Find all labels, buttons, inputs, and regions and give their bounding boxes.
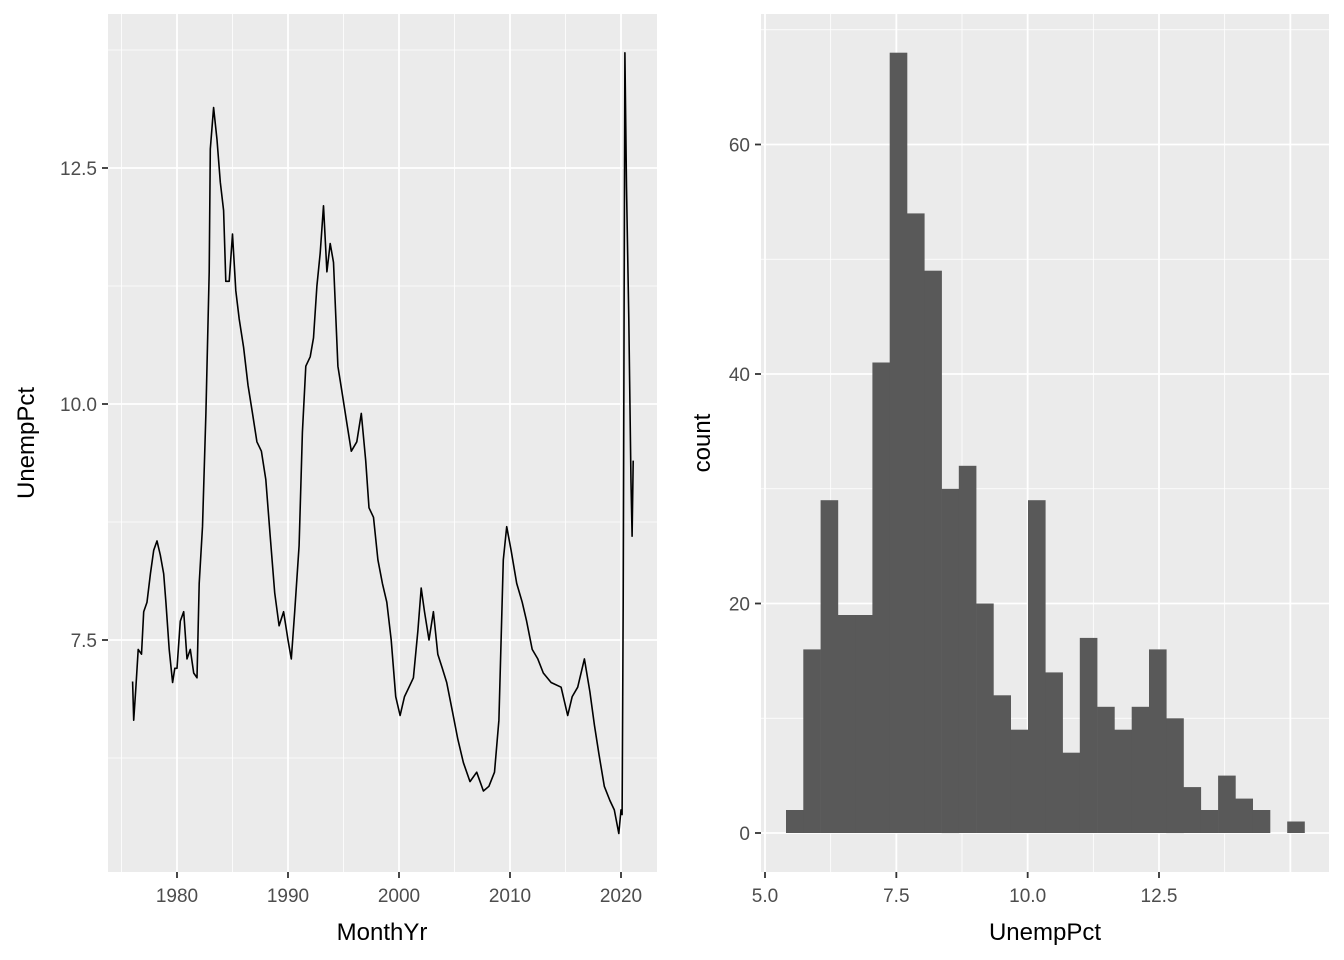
unemployment-line [131, 52, 634, 835]
left-gridlines [108, 14, 657, 872]
x-tick-label: 1990 [267, 886, 309, 907]
histogram-bar [1010, 729, 1029, 833]
x-tick-label: 7.5 [883, 886, 909, 907]
histogram-bar [872, 362, 890, 833]
right-y-axis-ticks: 0 20 40 60 [729, 136, 761, 845]
left-x-axis-title: MonthYr [337, 919, 428, 946]
x-tick-label: 5.0 [752, 886, 778, 907]
y-tick-label: 60 [729, 136, 750, 157]
histogram-bar [1287, 821, 1305, 833]
histogram-bars [786, 52, 1305, 834]
y-tick-label: 7.5 [71, 631, 97, 652]
histogram-panel: 5.0 7.5 10.0 12.5 0 20 40 60 UnempPct count [689, 14, 1329, 946]
histogram-bar [1114, 729, 1132, 833]
histogram-bar [786, 810, 804, 833]
histogram-bar [1045, 672, 1063, 833]
histogram-bar [1200, 810, 1219, 833]
histogram-bar [1235, 798, 1253, 833]
histogram-bar [1131, 706, 1150, 833]
histogram-bar [1183, 787, 1202, 833]
histogram-bar [1149, 649, 1167, 833]
x-tick-label: 2000 [378, 886, 420, 907]
line-chart-panel: 1980 1990 2000 2010 2020 7.5 10.0 12.5 MonthYr… [13, 14, 657, 946]
histogram-bar [889, 52, 908, 833]
histogram-bar [820, 500, 839, 833]
left-x-axis-ticks: 1980 1990 2000 2010 2020 [156, 872, 642, 907]
histogram-bar [1097, 706, 1115, 833]
right-y-axis-title: count [689, 413, 716, 472]
x-tick-label: 1980 [156, 886, 198, 907]
y-tick-label: 12.5 [60, 159, 97, 180]
left-y-axis-ticks: 7.5 10.0 12.5 [60, 159, 108, 652]
histogram-bar [855, 615, 873, 833]
right-x-axis-title: UnempPct [989, 919, 1101, 946]
right-x-axis-ticks: 5.0 7.5 10.0 12.5 [752, 872, 1178, 907]
y-tick-label: 40 [729, 365, 750, 386]
x-tick-label: 2010 [489, 886, 531, 907]
histogram-bar [803, 649, 821, 833]
x-tick-label: 10.0 [1009, 886, 1046, 907]
histogram-bar [837, 615, 856, 833]
histogram-bar [958, 465, 977, 833]
histogram-bar [993, 695, 1011, 833]
x-tick-label: 12.5 [1141, 886, 1178, 907]
histogram-bar [924, 270, 942, 833]
y-tick-label: 10.0 [60, 395, 97, 416]
histogram-bar [1252, 810, 1271, 833]
left-panel-background [108, 14, 657, 872]
histogram-bar [907, 213, 925, 833]
histogram-bar [1166, 718, 1184, 834]
histogram-bar [1218, 775, 1236, 833]
x-tick-label: 2020 [600, 886, 642, 907]
histogram-bar [1028, 500, 1046, 833]
histogram-bar [941, 488, 960, 834]
left-y-axis-title: UnempPct [13, 387, 40, 499]
histogram-bar [976, 603, 994, 833]
y-tick-label: 20 [729, 595, 750, 616]
y-tick-label: 0 [739, 824, 750, 845]
histogram-bar [1079, 637, 1098, 833]
histogram-bar [1062, 752, 1081, 833]
